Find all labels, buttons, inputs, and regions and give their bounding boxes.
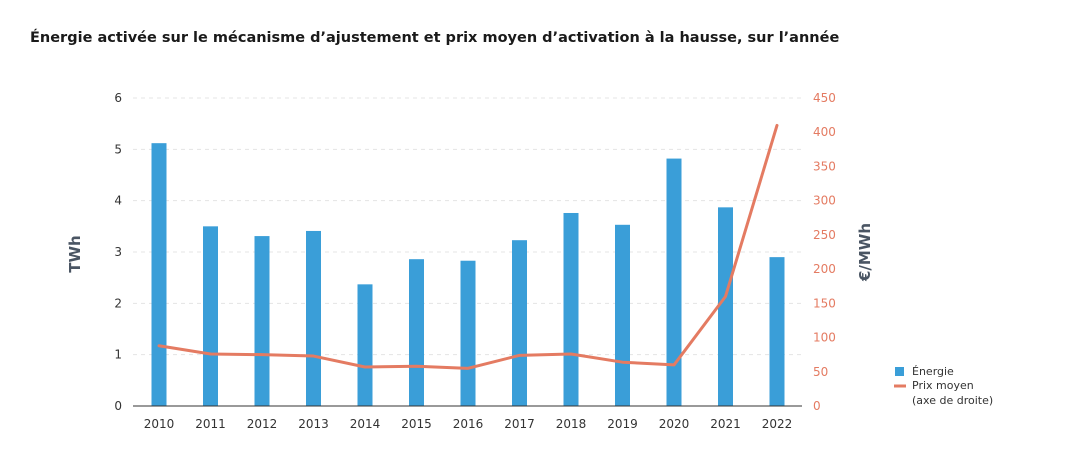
bar-energie [460, 260, 476, 406]
x-tick-label: 2015 [401, 417, 432, 431]
right-tick-label: 250 [813, 228, 836, 242]
x-tick-label: 2016 [453, 417, 484, 431]
bar-energie [615, 224, 630, 406]
bar-energie [718, 207, 733, 406]
left-tick-label: 4 [114, 194, 122, 208]
left-axis-title: TWh [66, 235, 84, 272]
legend-energy-label: Énergie [912, 365, 954, 378]
price-line-group [157, 123, 779, 370]
x-tick-label: 2019 [607, 417, 638, 431]
right-tick-label: 400 [813, 125, 836, 139]
bar-energie [254, 236, 270, 406]
bar-energie [203, 226, 218, 406]
legend-price-sublabel: (axe de droite) [912, 394, 993, 407]
bar-energie [151, 143, 167, 406]
left-tick-label: 3 [114, 245, 122, 259]
x-tick-label: 2018 [556, 417, 587, 431]
bar-energie [769, 257, 785, 406]
x-tick-label: 2017 [504, 417, 535, 431]
x-tick-label: 2013 [298, 417, 329, 431]
bar-energie [357, 284, 373, 406]
x-tick-label: 2021 [710, 417, 741, 431]
left-tick-label: 1 [114, 348, 122, 362]
right-tick-label: 300 [813, 194, 836, 208]
x-tick-label: 2011 [195, 417, 226, 431]
right-tick-label: 100 [813, 331, 836, 345]
left-tick-label: 6 [114, 91, 122, 105]
x-tick-label: 2020 [659, 417, 690, 431]
chart-title: Énergie activée sur le mécanisme d’ajust… [30, 30, 840, 46]
bar-energie [409, 259, 424, 406]
bar-energie [666, 158, 682, 406]
legend: Énergie Prix moyen (axe de droite) [894, 365, 993, 407]
axes: 0 1 2 3 4 5 6 0 50 100 150 200 250 300 350 400 450 2010 20… [114, 91, 836, 431]
right-tick-label: 200 [813, 262, 836, 276]
x-tick-label: 2014 [350, 417, 381, 431]
bar-energie [563, 212, 579, 406]
left-tick-label: 2 [114, 296, 122, 310]
legend-energy-swatch [895, 367, 904, 376]
x-tick-label: 2010 [144, 417, 175, 431]
right-tick-label: 450 [813, 91, 836, 105]
right-tick-label: 50 [813, 365, 828, 379]
left-tick-label: 5 [114, 142, 122, 156]
legend-price-label: Prix moyen [912, 379, 974, 392]
bar-energie [306, 230, 321, 406]
left-tick-label: 0 [114, 399, 122, 413]
x-tick-label: 2022 [762, 417, 793, 431]
right-tick-label: 0 [813, 399, 821, 413]
bar-energie [512, 240, 527, 406]
price-line [157, 123, 779, 370]
right-tick-label: 150 [813, 296, 836, 310]
right-axis-title: €/MWh [856, 223, 874, 282]
right-tick-label: 350 [813, 159, 836, 173]
x-tick-label: 2012 [247, 417, 278, 431]
bars [151, 143, 785, 406]
